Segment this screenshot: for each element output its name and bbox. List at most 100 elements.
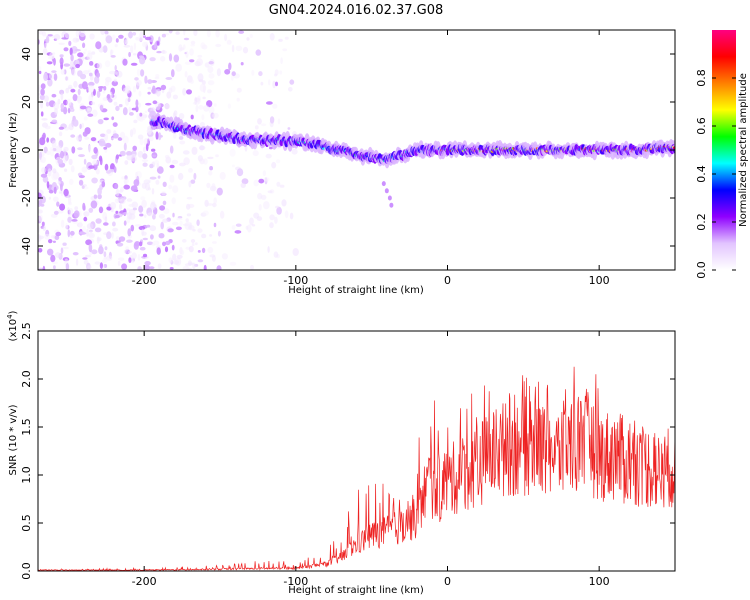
- noise-speckle: [168, 257, 173, 263]
- noise-speckle: [70, 165, 75, 173]
- noise-speckle: [171, 159, 179, 165]
- noise-speckle: [108, 98, 113, 103]
- noise-speckle: [53, 57, 56, 66]
- noise-speckle: [70, 54, 74, 62]
- noise-speckle: [138, 56, 146, 65]
- noise-speckle: [131, 107, 137, 111]
- noise-speckle: [94, 75, 100, 84]
- noise-speckle: [94, 227, 102, 233]
- noise-speckle: [250, 264, 254, 270]
- noise-speckle: [164, 246, 169, 253]
- noise-speckle: [71, 146, 76, 154]
- noise-speckle: [164, 103, 171, 110]
- noise-speckle: [190, 179, 196, 184]
- noise-speckle: [216, 68, 221, 77]
- noise-speckle: [101, 258, 108, 264]
- noise-speckle: [132, 207, 137, 211]
- noise-speckle: [65, 76, 68, 81]
- noise-speckle: [229, 261, 237, 266]
- noise-speckle: [135, 99, 139, 107]
- noise-speckle: [141, 182, 147, 189]
- spectrogram-y-tick-label: -20: [20, 189, 33, 207]
- noise-speckle: [159, 205, 166, 211]
- noise-speckle: [135, 224, 142, 227]
- noise-speckle: [126, 151, 132, 156]
- noise-speckle: [156, 166, 164, 174]
- noise-speckle: [92, 159, 99, 166]
- noise-speckle: [213, 222, 217, 228]
- noise-speckle: [140, 196, 146, 201]
- noise-speckle: [116, 242, 124, 247]
- noise-speckle: [42, 265, 46, 270]
- noise-speckle: [247, 224, 252, 233]
- noise-speckle: [52, 168, 57, 174]
- noise-speckle: [78, 179, 84, 186]
- noise-speckle: [277, 118, 281, 125]
- noise-speckle: [88, 94, 94, 103]
- noise-speckle: [118, 34, 124, 39]
- noise-speckle: [98, 155, 103, 162]
- snr-y-tick-label: 0.0: [20, 562, 33, 580]
- noise-speckle: [75, 258, 79, 266]
- noise-speckle: [131, 252, 137, 260]
- noise-speckle: [252, 150, 259, 157]
- noise-speckle: [125, 246, 129, 251]
- noise-speckle: [253, 179, 259, 187]
- noise-speckle: [120, 198, 126, 205]
- noise-speckle: [123, 184, 130, 190]
- noise-speckle: [73, 210, 80, 218]
- noise-speckle: [88, 72, 93, 77]
- noise-speckle: [60, 92, 64, 101]
- noise-speckle: [193, 30, 198, 36]
- noise-speckle: [68, 201, 72, 206]
- noise-speckle: [165, 240, 171, 246]
- noise-speckle: [65, 87, 70, 94]
- noise-speckle: [89, 33, 95, 40]
- snr-y-tick-label: 1.5: [20, 418, 33, 436]
- noise-speckle: [246, 37, 250, 41]
- noise-speckle: [178, 136, 184, 140]
- noise-speckle: [137, 266, 142, 270]
- noise-speckle: [128, 51, 132, 58]
- noise-speckle: [209, 254, 216, 258]
- noise-speckle: [188, 168, 193, 173]
- noise-speckle: [106, 129, 112, 134]
- noise-speckle: [138, 205, 144, 213]
- noise-speckle: [74, 206, 79, 211]
- noise-speckle: [114, 214, 120, 219]
- noise-speckle: [109, 70, 116, 75]
- noise-speckle: [282, 48, 288, 52]
- noise-speckle: [81, 122, 85, 128]
- noise-speckle: [122, 58, 128, 66]
- noise-speckle: [113, 101, 118, 106]
- ridge-tail-dot: [387, 195, 392, 201]
- noise-speckle: [134, 77, 139, 81]
- noise-speckle: [56, 201, 60, 207]
- noise-speckle: [95, 218, 102, 224]
- noise-speckle: [47, 34, 53, 37]
- noise-speckle: [88, 145, 91, 154]
- noise-speckle: [38, 267, 44, 270]
- noise-speckle: [166, 91, 172, 99]
- noise-speckle: [156, 50, 162, 54]
- noise-speckle: [69, 178, 74, 185]
- noise-speckle: [118, 236, 126, 242]
- noise-speckle: [167, 228, 174, 233]
- noise-speckle: [63, 106, 68, 115]
- noise-speckle: [114, 65, 117, 71]
- snr-y-tick-label: 2.0: [20, 370, 33, 388]
- noise-speckle: [133, 42, 137, 51]
- noise-speckle: [102, 97, 108, 101]
- noise-speckle: [81, 81, 88, 90]
- noise-speckle: [123, 178, 129, 184]
- noise-speckle: [199, 121, 205, 128]
- ridge-tail-dot: [381, 181, 386, 187]
- noise-speckle: [88, 165, 95, 169]
- noise-speckle: [72, 252, 79, 256]
- noise-speckle: [69, 230, 75, 236]
- noise-speckle: [171, 197, 176, 205]
- noise-speckle: [100, 133, 106, 138]
- noise-speckle: [82, 202, 86, 211]
- noise-speckle: [49, 72, 55, 80]
- noise-speckle: [105, 142, 112, 148]
